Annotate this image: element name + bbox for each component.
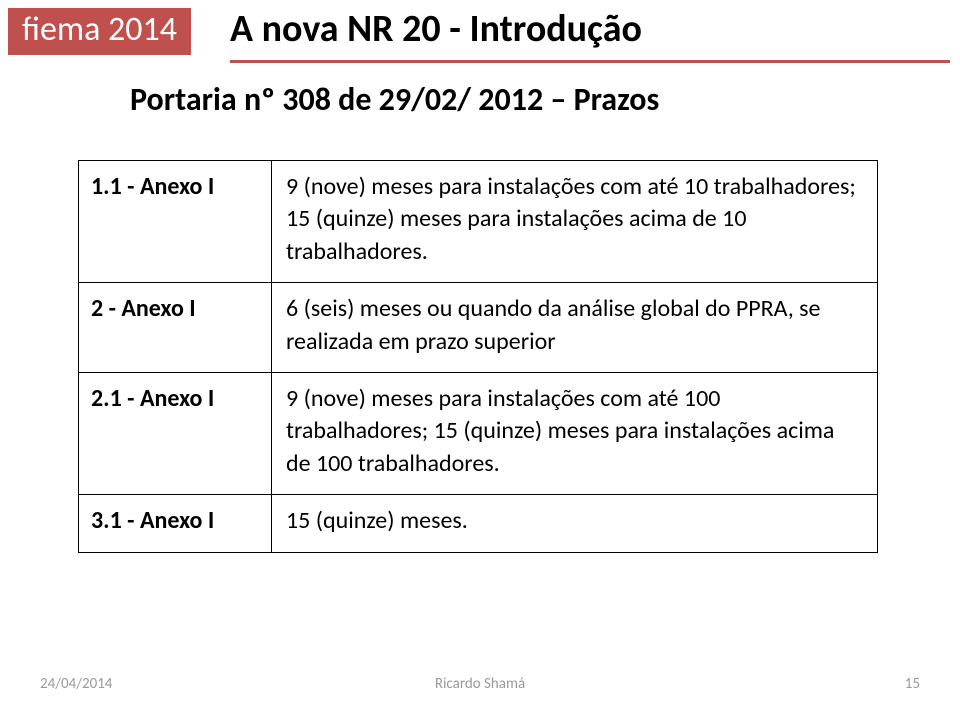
row-label: 2 - Anexo I [79, 283, 272, 373]
footer-date: 24/04/2014 [40, 675, 112, 693]
table-row: 1.1 - Anexo I 9 (nove) meses para instal… [79, 161, 878, 283]
footer-author: Ricardo Shamá [435, 675, 525, 693]
row-desc: 15 (quinze) meses. [272, 495, 878, 552]
deadlines-table: 1.1 - Anexo I 9 (nove) meses para instal… [78, 160, 878, 553]
table-row: 2.1 - Anexo I 9 (nove) meses para instal… [79, 372, 878, 494]
row-label: 1.1 - Anexo I [79, 161, 272, 283]
table-row: 2 - Anexo I 6 (seis) meses ou quando da … [79, 283, 878, 373]
deadlines-table-wrap: 1.1 - Anexo I 9 (nove) meses para instal… [78, 160, 878, 553]
event-badge: fiema 2014 [8, 8, 191, 55]
row-label: 3.1 - Anexo I [79, 495, 272, 552]
row-desc: 9 (nove) meses para instalações com até … [272, 372, 878, 494]
table-row: 3.1 - Anexo I 15 (quinze) meses. [79, 495, 878, 552]
page-subtitle: Portaria nº 308 de 29/02/ 2012 – Prazos [130, 80, 659, 119]
footer-page-number: 15 [905, 675, 920, 693]
title-underline [230, 60, 950, 63]
page-title: A nova NR 20 - Introdução [230, 6, 642, 52]
row-desc: 9 (nove) meses para instalações com até … [272, 161, 878, 283]
row-desc: 6 (seis) meses ou quando da análise glob… [272, 283, 878, 373]
row-label: 2.1 - Anexo I [79, 372, 272, 494]
